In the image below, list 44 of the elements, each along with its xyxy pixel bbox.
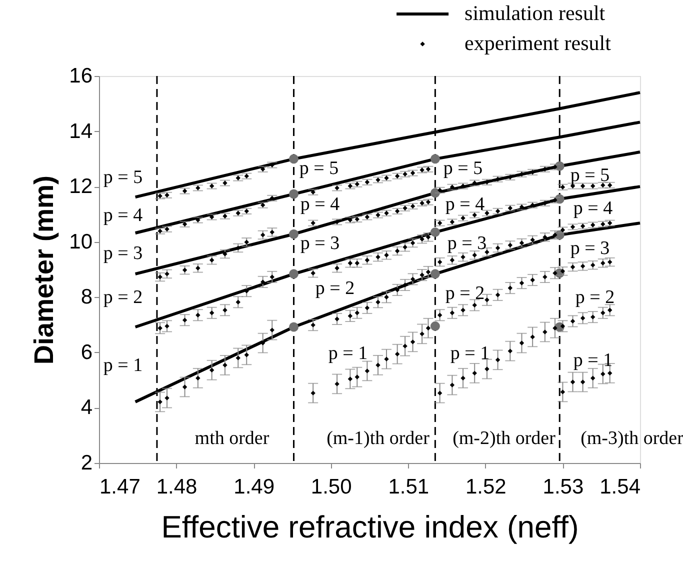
x-tick-label: 1.51 — [388, 476, 430, 498]
y-tick-label: 8 — [80, 286, 92, 309]
annotation: p = 1 — [450, 343, 490, 364]
annotation: p = 5 — [103, 167, 143, 188]
annotation: p = 3 — [103, 243, 143, 264]
y-tick-label: 12 — [69, 175, 92, 198]
legend-label: simulation result — [464, 1, 606, 25]
annotation: p = 3 — [447, 233, 487, 254]
annotation: (m-1)th order — [326, 428, 430, 449]
y-axis-title: Diameter (mm) — [29, 175, 60, 365]
annotation: p = 4 — [445, 194, 486, 215]
annotation: p = 1 — [328, 343, 368, 364]
y-tick-label: 10 — [69, 230, 92, 254]
x-tick-label: 1.54 — [600, 476, 641, 498]
x-axis-title: Effective refractive index (neff) — [161, 510, 579, 544]
y-tick-label: 6 — [80, 340, 92, 364]
annotation: p = 2 — [315, 278, 355, 299]
y-tick-label: 2 — [80, 452, 92, 474]
annotation: p = 1 — [103, 355, 143, 376]
annotation: p = 3 — [300, 233, 340, 254]
annotation: p = 2 — [103, 287, 143, 308]
annotation: p = 4 — [573, 198, 614, 219]
annotation: mth order — [194, 428, 270, 449]
annotation: p = 3 — [570, 238, 610, 259]
x-tick-label: 1.53 — [542, 476, 584, 498]
annotation: p = 5 — [443, 158, 483, 179]
annotation: p = 1 — [573, 350, 613, 371]
annotation: p = 4 — [103, 205, 144, 226]
y-tick-label: 16 — [69, 64, 92, 88]
x-tick-label: 1.50 — [310, 476, 352, 498]
annotation: p = 2 — [445, 283, 485, 304]
y-tick-label: 4 — [80, 396, 93, 420]
annotation: p = 2 — [575, 287, 615, 308]
x-tick-label: 1.49 — [234, 476, 275, 498]
annotation: (m-2)th order — [452, 428, 556, 449]
x-tick-label: 1.52 — [465, 476, 506, 498]
annotation: p = 4 — [300, 194, 340, 215]
x-tick-label: 1.47 — [100, 476, 140, 498]
annotation: p = 5 — [299, 158, 339, 179]
annotation: (m-3)th order — [580, 428, 683, 449]
y-tick-label: 14 — [69, 120, 93, 143]
annotation: p = 5 — [570, 165, 610, 186]
legend-label: experiment result — [464, 31, 612, 55]
x-tick-label: 1.48 — [156, 476, 198, 498]
